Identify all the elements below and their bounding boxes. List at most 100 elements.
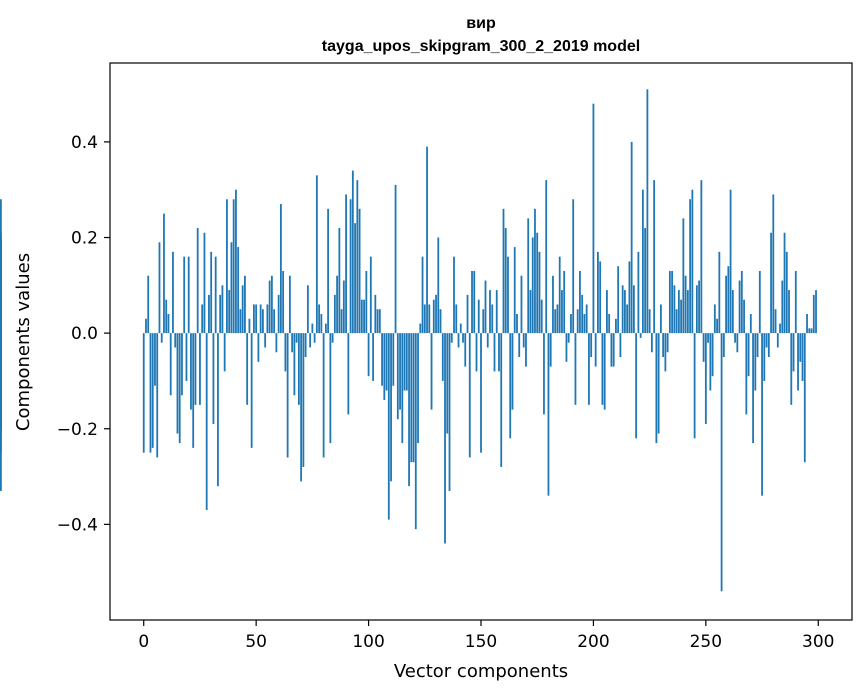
bar-4 bbox=[151, 333, 154, 448]
bar-150 bbox=[480, 333, 482, 453]
bar-72 bbox=[304, 333, 307, 358]
bar-43 bbox=[239, 309, 242, 334]
chart-subtitle: tayga_upos_skipgram_300_2_2019 model bbox=[322, 38, 640, 55]
bar-249 bbox=[702, 333, 705, 362]
y-tick-label: −0.2 bbox=[57, 420, 98, 440]
bar-133 bbox=[441, 333, 444, 381]
bar-180 bbox=[547, 333, 550, 496]
bar-152 bbox=[484, 280, 487, 334]
bar-136 bbox=[448, 333, 451, 491]
bar-235 bbox=[671, 270, 674, 334]
bar-198 bbox=[588, 333, 590, 405]
bar-285 bbox=[783, 232, 786, 334]
bar-185 bbox=[558, 256, 561, 334]
bar-51 bbox=[257, 333, 260, 362]
bar-264 bbox=[736, 333, 739, 353]
bar-288 bbox=[790, 333, 793, 405]
bar-111 bbox=[392, 333, 395, 386]
bar-209 bbox=[612, 333, 615, 367]
bar-230 bbox=[659, 304, 662, 334]
bar-74 bbox=[309, 333, 312, 348]
bar-12 bbox=[169, 333, 172, 396]
bar-156 bbox=[493, 333, 496, 372]
bar-undefined bbox=[0, 199, 2, 334]
bar-238 bbox=[677, 290, 680, 334]
bar-247 bbox=[698, 280, 700, 334]
bar-100 bbox=[367, 333, 370, 377]
bar-59 bbox=[275, 333, 278, 353]
bar-147 bbox=[473, 270, 476, 334]
x-tick-label: 150 bbox=[465, 632, 497, 652]
bar-287 bbox=[788, 290, 790, 334]
bar-157 bbox=[495, 290, 498, 334]
bar-229 bbox=[657, 333, 660, 434]
y-tick-label: 0.0 bbox=[71, 324, 98, 344]
bar-226 bbox=[650, 333, 653, 353]
y-tick-label: 0.2 bbox=[71, 229, 98, 249]
bar-30 bbox=[210, 251, 213, 334]
bar-272 bbox=[754, 333, 757, 391]
bar-87 bbox=[338, 227, 341, 334]
bar-203 bbox=[599, 261, 602, 334]
bar-10 bbox=[165, 299, 168, 334]
bar-205 bbox=[603, 333, 606, 410]
bar-231 bbox=[662, 333, 665, 358]
bar-151 bbox=[482, 309, 485, 334]
bar-200 bbox=[592, 103, 595, 334]
bar-82 bbox=[327, 208, 329, 334]
bar-13 bbox=[172, 251, 174, 334]
bar-295 bbox=[806, 314, 808, 334]
bar-86 bbox=[336, 275, 338, 334]
bar-32 bbox=[214, 256, 217, 334]
bar-79 bbox=[320, 314, 323, 334]
bar-191 bbox=[572, 199, 575, 334]
bar-244 bbox=[691, 189, 694, 334]
bar-23 bbox=[194, 333, 197, 405]
bar-11 bbox=[167, 314, 170, 334]
bar-294 bbox=[803, 333, 806, 463]
bar-142 bbox=[462, 333, 464, 343]
bar-245 bbox=[693, 333, 696, 439]
bar-109 bbox=[387, 333, 390, 520]
bar-101 bbox=[369, 256, 372, 334]
bar-134 bbox=[444, 333, 446, 544]
bar-160 bbox=[502, 208, 505, 334]
bar-91 bbox=[347, 333, 350, 415]
bar-3 bbox=[149, 333, 152, 453]
bar-52 bbox=[259, 304, 262, 334]
bar-201 bbox=[594, 333, 597, 367]
bar-77 bbox=[315, 175, 318, 334]
bar-158 bbox=[498, 333, 500, 372]
bar-243 bbox=[689, 199, 692, 334]
bar-8 bbox=[160, 333, 163, 343]
bar-27 bbox=[203, 232, 206, 334]
bar-268 bbox=[745, 333, 748, 415]
bar-173 bbox=[531, 237, 534, 334]
bar-69 bbox=[297, 333, 300, 405]
bar-267 bbox=[743, 299, 745, 334]
bar-42 bbox=[237, 247, 240, 334]
bar-95 bbox=[356, 180, 359, 334]
bar-37 bbox=[226, 199, 228, 334]
bar-297 bbox=[810, 328, 813, 334]
bar-254 bbox=[713, 304, 716, 334]
bar-241 bbox=[684, 275, 687, 334]
bar-92 bbox=[349, 199, 352, 334]
bar-239 bbox=[680, 299, 683, 334]
bar-282 bbox=[776, 333, 779, 348]
bar-246 bbox=[695, 285, 698, 334]
bar-192 bbox=[574, 333, 577, 405]
bar-139 bbox=[455, 304, 458, 334]
y-axis-label: Components values bbox=[13, 253, 34, 431]
bar-143 bbox=[464, 333, 467, 367]
bar-96 bbox=[358, 208, 361, 334]
bar-236 bbox=[673, 285, 676, 334]
chart-title: вир bbox=[466, 15, 496, 32]
x-tick-label: 250 bbox=[690, 632, 722, 652]
bar-176 bbox=[538, 251, 541, 334]
bar-274 bbox=[758, 270, 761, 334]
bar-276 bbox=[763, 333, 766, 381]
bar-221 bbox=[639, 333, 642, 338]
bar-35 bbox=[221, 285, 224, 334]
